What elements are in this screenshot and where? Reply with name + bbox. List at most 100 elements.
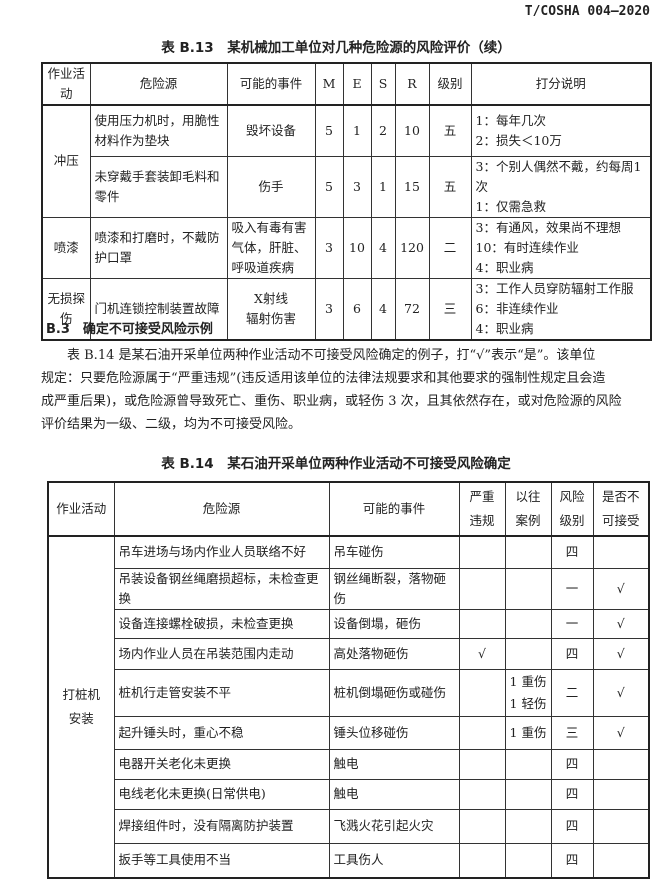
violation-cell: √ [458,637,506,670]
unacceptable-cell [592,748,650,780]
level-cell: 五 [428,104,472,157]
table-b14-title: 表 B.14 某石油开采单位两种作业活动不可接受风险确定 [161,456,511,472]
table-row: 焊接组件时，没有隔离防护装置 飞溅火花引起火灾 四 [48,808,650,844]
violation-cell [458,567,506,610]
hazard-cell: 桩机行走管安装不平 [113,668,330,717]
event-cell: 伤手 [226,155,316,218]
unacceptable-cell [592,778,650,810]
note-line: 4：职业病 [475,259,534,275]
column-header: 可能的事件 [226,62,316,106]
activity-cell: 冲压 [41,104,91,218]
cases-cell [504,808,552,844]
column-header: 可能的事件 [328,481,460,537]
event-cell: 钢丝绳断裂，落物砸伤 [328,567,460,610]
level-cell: 三 [550,715,594,750]
cases-cell: 1 重伤 [504,715,552,750]
hazard-cell: 起升锤头时，重心不稳 [113,715,330,750]
event-cell: 高处落物砸伤 [328,637,460,670]
column-header: M [314,62,344,106]
level-cell: 一 [550,608,594,639]
hazard-cell: 电线老化未更换(日常供电) [113,778,330,810]
column-header: 打分说明 [470,62,652,106]
section-heading: B.3 确定不可接受风险示例 [46,322,213,337]
note-line: 1：仅需急救 [475,198,546,214]
cases-cell [504,608,552,639]
note-line: 10：有时连续作业 [475,239,579,255]
level-cell: 三 [428,277,472,340]
e-cell: 1 [342,104,372,157]
column-header: 严重违规 [458,481,506,537]
level-cell: 五 [428,155,472,218]
table-header-row: 作业活动 危险源 可能的事件 M E S R 级别 打分说明 [41,62,652,106]
violation-cell [458,748,506,780]
section-paragraph: 表 B.14 是某石油开采单位两种作业活动不可接受风险确定的例子，打“√”表示“… [41,344,652,436]
table-row: 扳手等工具使用不当 工具伤人 四 [48,842,650,879]
r-cell: 10 [394,104,430,157]
level-cell: 四 [550,637,594,670]
note-line: 4：职业病 [475,320,534,336]
s-cell: 4 [370,216,396,279]
hazard-cell: 使用压力机时，用脆性材料作为垫块 [89,104,228,157]
standard-number: T/COSHA 004—2020 [524,4,650,19]
e-cell: 6 [342,277,372,340]
hazard-cell: 吊车进场与场内作业人员联络不好 [113,535,330,569]
hazard-cell: 场内作业人员在吊装范围内走动 [113,637,330,670]
event-cell: 飞溅火花引起火灾 [328,808,460,844]
level-cell: 二 [550,668,594,717]
table-row: 无损探伤 门机连锁控制装置故障 X射线 辐射伤害 3 6 4 72 三 3：工作人员穿防辐射工作服… [41,277,652,340]
table-row: 桩机行走管安装不平 桩机倒塌砸伤或碰伤 1 重伤 1 轻伤二 √ [48,668,650,717]
r-cell: 120 [394,216,430,279]
unacceptable-cell: √ [592,715,650,750]
table-b13-title: 表 B.13 某机械加工单位对几种危险源的风险评价（续） [161,40,511,56]
m-cell: 5 [314,104,344,157]
notes-cell: 3：有通风，效果尚不理想 10：有时连续作业 4：职业病 [470,216,652,279]
event-cell: 工具伤人 [328,842,460,879]
e-cell: 3 [342,155,372,218]
event-line: X射线 [254,290,288,306]
column-header: 危险源 [113,481,330,537]
cases-cell [504,637,552,670]
m-cell: 5 [314,155,344,218]
hazard-cell: 扳手等工具使用不当 [113,842,330,879]
hazard-cell: 电器开关老化未更换 [113,748,330,780]
unacceptable-cell: √ [592,608,650,639]
column-header: 是否不可接受 [592,481,650,537]
event-cell: 触电 [328,778,460,810]
notes-cell: 1：每年几次 2：损失＜10万 [470,104,652,157]
activity-cell: 喷漆 [41,216,91,279]
e-cell: 10 [342,216,372,279]
note-line: 3：个别人偶然不戴，约每周1次 [475,158,642,194]
event-cell: 吊车碰伤 [328,535,460,569]
level-cell: 四 [550,748,594,780]
column-header: 风险级别 [550,481,594,537]
column-header: S [370,62,396,106]
column-header: 级别 [428,62,472,106]
cases-cell [504,842,552,879]
violation-cell [458,668,506,717]
event-cell: 毁坏设备 [226,104,316,157]
violation-cell [458,535,506,569]
level-cell: 四 [550,808,594,844]
note-line: 6：非连续作业 [475,300,559,316]
note-line: 2：损失＜10万 [475,132,562,148]
column-header: E [342,62,372,106]
note-line: 3：有通风，效果尚不理想 [475,219,621,235]
cases-cell [504,567,552,610]
event-cell: 桩机倒塌砸伤或碰伤 [328,668,460,717]
s-cell: 2 [370,104,396,157]
notes-cell: 3：工作人员穿防辐射工作服 6：非连续作业 4：职业病 [470,277,652,340]
table-b13: 作业活动 危险源 可能的事件 M E S R 级别 打分说明 冲压 使用压力机时，用脆性材料作为垫… [41,62,652,341]
level-cell: 二 [428,216,472,279]
table-row: 打桩机安装 吊车进场与场内作业人员联络不好 吊车碰伤四 [47,535,650,879]
level-cell: 四 [550,535,594,569]
hazard-cell: 门机连锁控制装置故障 [89,277,228,340]
event-cell: X射线 辐射伤害 [226,277,316,340]
violation-cell [458,808,506,844]
violation-cell [458,608,506,639]
event-cell: 吸入有毒有害气体，肝脏、呼吸道疾病 [226,216,316,279]
table-row: 设备连接螺栓破损，未检查更换 设备倒塌，砸伤 一 √ [48,608,650,639]
column-header: 作业活动 [41,62,91,106]
cases-cell: 1 重伤 1 轻伤 [504,668,552,717]
violation-cell [458,842,506,879]
